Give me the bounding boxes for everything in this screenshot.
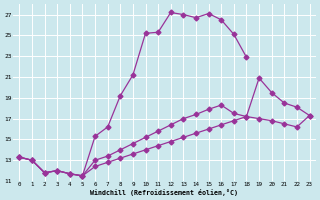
X-axis label: Windchill (Refroidissement éolien,°C): Windchill (Refroidissement éolien,°C) — [91, 189, 238, 196]
